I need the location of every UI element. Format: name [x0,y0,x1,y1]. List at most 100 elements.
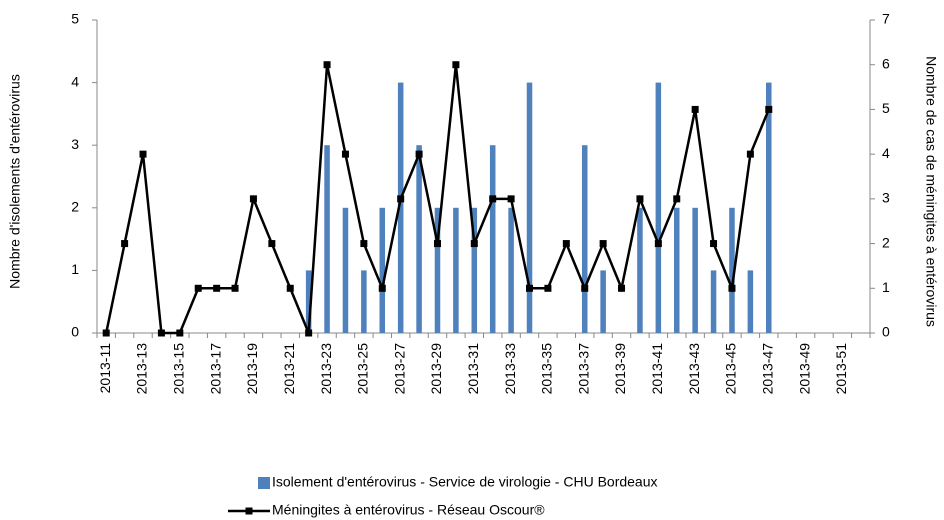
line-marker [360,240,368,248]
bar [305,270,312,333]
line-marker [341,150,349,158]
x-tick-label: 2013-25 [355,343,371,395]
x-tick-label: 2013-23 [318,343,334,395]
line-marker [728,284,736,292]
line-marker [746,150,754,158]
legend-swatch [258,477,270,489]
y2-axis-title: Nombre de cas de méningites à entéroviru… [923,56,939,327]
bar [471,207,478,333]
legend-label: Méningites à entérovirus - Réseau Oscour… [272,502,545,518]
line-marker [544,284,552,292]
x-tick-label: 2013-49 [796,343,812,395]
line-marker [176,329,184,337]
y2-tick-label: 6 [882,55,890,71]
line-marker [378,284,386,292]
bar [508,207,514,333]
bar [379,207,386,333]
y-tick-label: 3 [71,136,79,152]
y2-tick-label: 3 [882,190,890,206]
line-marker [268,240,276,248]
line-marker [452,61,460,69]
y-axis-title: Nombre d'isolements d'entérovirus [7,74,23,289]
bar [710,270,717,333]
bar [637,207,643,333]
bar [692,207,698,333]
x-tick-label: 2013-29 [428,343,444,395]
line-marker [415,150,423,158]
line-marker [305,329,313,337]
bar [434,207,441,333]
x-tick-label: 2013-17 [207,343,223,395]
line-marker [102,329,110,337]
line-marker [249,195,257,203]
y-tick-label: 2 [71,199,79,215]
x-tick-label: 2013-31 [465,343,481,395]
bar [342,207,349,333]
line-marker [562,240,570,248]
line-marker [231,284,239,292]
line-marker [673,195,681,203]
bar [416,145,422,333]
x-tick-label: 2013-33 [502,343,518,395]
line-marker [139,150,147,158]
line-marker [213,284,221,292]
line-marker [433,240,441,248]
y2-tick-label: 2 [882,234,890,250]
line-marker [765,105,773,113]
x-tick-label: 2013-27 [391,343,407,395]
x-tick-label: 2013-35 [539,343,555,395]
x-tick-label: 2013-45 [723,343,739,395]
y2-tick-label: 1 [882,279,890,295]
y2-tick-label: 4 [882,145,890,161]
line-marker [489,195,497,203]
bar [324,145,330,333]
y-tick-label: 1 [71,261,79,277]
bar [655,82,662,333]
x-tick-label: 2013-15 [171,343,187,395]
line-marker [710,240,718,248]
bar [766,82,772,333]
bar [581,145,588,333]
line-marker [323,61,331,69]
x-tick-label: 2013-43 [686,343,702,395]
line-marker [691,105,699,113]
y2-tick-label: 0 [882,324,890,340]
line-marker [507,195,515,203]
y-tick-label: 4 [71,73,79,89]
line-marker [470,240,478,248]
y2-tick-label: 5 [882,100,890,116]
bar [489,145,496,333]
bar [453,207,459,333]
line-marker [618,284,626,292]
y-tick-label: 5 [71,11,79,27]
line-marker [581,284,589,292]
line-marker [636,195,644,203]
y2-tick-label: 7 [882,11,890,27]
x-tick-label: 2013-39 [612,343,628,395]
x-tick-label: 2013-21 [281,343,297,395]
line-marker [194,284,202,292]
bar [747,270,754,333]
line-marker [397,195,405,203]
x-tick-label: 2013-37 [575,343,591,395]
legend-swatch [245,507,253,515]
bar [673,207,680,333]
line-marker [157,329,165,337]
bar [397,82,404,333]
legend-label: Isolement d'entérovirus - Service de vir… [272,474,658,490]
x-tick-label: 2013-41 [649,343,665,395]
y-tick-label: 0 [71,324,79,340]
line-marker [599,240,607,248]
x-tick-label: 2013-13 [134,343,150,395]
bar [600,270,606,333]
line-marker [654,240,662,248]
bar [526,82,533,333]
bar [729,207,735,333]
x-tick-label: 2013-51 [833,343,849,395]
x-tick-label: 2013-19 [244,343,260,395]
line-marker [286,284,294,292]
x-tick-label: 2013-11 [97,343,113,394]
x-tick-label: 2013-47 [759,343,775,395]
